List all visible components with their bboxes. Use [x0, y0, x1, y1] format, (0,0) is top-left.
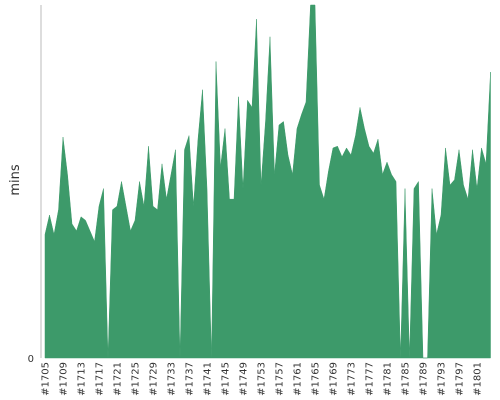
x-tick-label: #1793: [437, 362, 448, 396]
y-tick-label: 0: [28, 354, 34, 365]
x-tick-label: #1717: [95, 362, 106, 396]
x-tick-label: #1761: [293, 362, 304, 396]
x-tick-label: #1729: [149, 362, 160, 396]
x-tick-label: #1745: [221, 362, 232, 396]
area: [44, 4, 491, 359]
x-tick-label: #1757: [275, 362, 286, 396]
x-tick-label: #1789: [419, 362, 430, 396]
x-tick-label: #1781: [383, 362, 394, 396]
x-tick-label: #1749: [239, 362, 250, 396]
x-tick-label: #1733: [167, 362, 178, 396]
x-tick-label: #1769: [329, 362, 340, 396]
x-tick-label: #1797: [455, 362, 466, 396]
x-tick-label: #1777: [365, 362, 376, 396]
x-tick-label: #1801: [473, 362, 484, 396]
x-tick-label: #1753: [257, 362, 268, 396]
x-tick-label: #1709: [59, 362, 70, 396]
x-tick-label: #1713: [77, 362, 88, 396]
x-tick-label: #1773: [347, 362, 358, 396]
x-tick-label: #1741: [203, 362, 214, 396]
x-tick-label: #1785: [401, 362, 412, 396]
x-tick-label: #1705: [41, 362, 52, 396]
x-tick-label: #1765: [311, 362, 322, 396]
x-tick-label: #1737: [185, 362, 196, 396]
x-tick-label: #1721: [113, 362, 124, 396]
x-tick-label: #1725: [131, 362, 142, 396]
y-axis-label: mins: [8, 164, 23, 196]
